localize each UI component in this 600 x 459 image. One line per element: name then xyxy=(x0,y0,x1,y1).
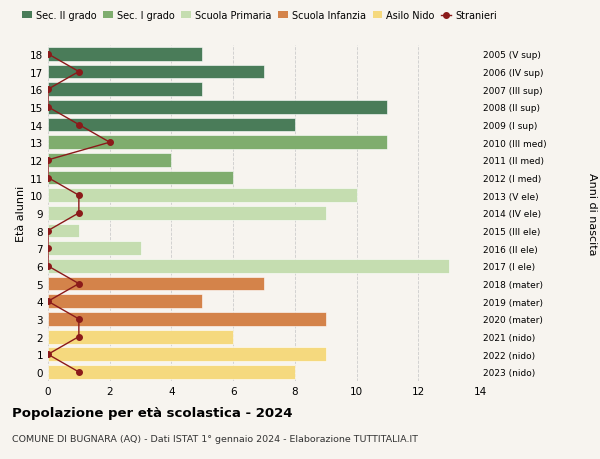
Legend: Sec. II grado, Sec. I grado, Scuola Primaria, Scuola Infanzia, Asilo Nido, Stran: Sec. II grado, Sec. I grado, Scuola Prim… xyxy=(19,7,500,25)
Bar xyxy=(48,277,264,291)
Bar xyxy=(48,365,295,379)
Bar xyxy=(48,313,326,326)
Bar xyxy=(48,189,356,203)
Bar xyxy=(48,259,449,273)
Bar xyxy=(48,242,140,256)
Bar xyxy=(48,224,79,238)
Bar xyxy=(48,347,326,361)
Bar xyxy=(48,136,388,150)
Bar xyxy=(48,295,202,308)
Text: Anni di nascita: Anni di nascita xyxy=(587,172,597,255)
Bar xyxy=(48,118,295,132)
Bar xyxy=(48,83,202,97)
Bar xyxy=(48,48,202,62)
Bar xyxy=(48,66,264,79)
Bar xyxy=(48,154,172,168)
Bar xyxy=(48,171,233,185)
Text: Popolazione per età scolastica - 2024: Popolazione per età scolastica - 2024 xyxy=(12,406,293,419)
Bar xyxy=(48,207,326,220)
Text: COMUNE DI BUGNARA (AQ) - Dati ISTAT 1° gennaio 2024 - Elaborazione TUTTITALIA.IT: COMUNE DI BUGNARA (AQ) - Dati ISTAT 1° g… xyxy=(12,434,418,443)
Bar xyxy=(48,101,388,114)
Y-axis label: Età alunni: Età alunni xyxy=(16,185,26,241)
Bar xyxy=(48,330,233,344)
